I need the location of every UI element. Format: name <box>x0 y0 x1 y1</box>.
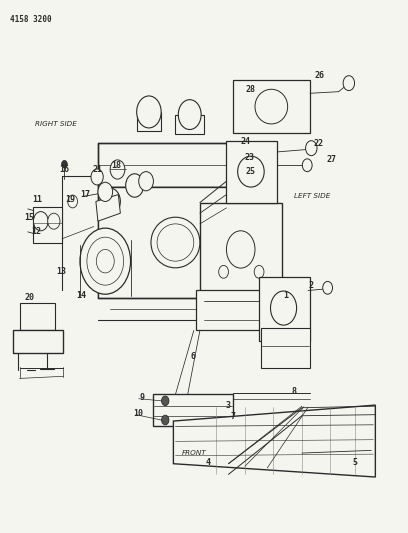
Polygon shape <box>226 141 277 203</box>
Polygon shape <box>261 328 310 368</box>
Text: 19: 19 <box>65 196 75 204</box>
Text: 11: 11 <box>33 196 42 204</box>
Text: 24: 24 <box>241 137 251 146</box>
Circle shape <box>62 160 67 168</box>
Circle shape <box>68 195 78 208</box>
Text: 4158 3200: 4158 3200 <box>10 15 52 24</box>
Text: 12: 12 <box>31 228 41 236</box>
Circle shape <box>96 249 114 273</box>
Polygon shape <box>13 330 63 353</box>
Polygon shape <box>200 203 282 298</box>
Circle shape <box>226 231 255 268</box>
Circle shape <box>87 237 124 285</box>
Text: 1: 1 <box>283 292 288 300</box>
Text: 21: 21 <box>92 165 102 174</box>
Text: 26: 26 <box>314 71 324 80</box>
Text: 18: 18 <box>111 161 121 169</box>
Text: LEFT SIDE: LEFT SIDE <box>294 193 330 199</box>
Polygon shape <box>153 394 233 426</box>
Text: 9: 9 <box>139 393 144 401</box>
Circle shape <box>91 169 103 185</box>
Circle shape <box>254 265 264 278</box>
Polygon shape <box>98 187 253 298</box>
Circle shape <box>110 160 125 179</box>
Circle shape <box>98 182 113 201</box>
Circle shape <box>306 141 317 156</box>
Polygon shape <box>233 80 310 133</box>
Polygon shape <box>137 112 161 131</box>
Polygon shape <box>259 277 310 341</box>
Circle shape <box>100 188 120 215</box>
Text: FRONT: FRONT <box>182 450 206 456</box>
Polygon shape <box>175 115 204 134</box>
Text: 4: 4 <box>206 458 211 466</box>
Polygon shape <box>98 143 253 187</box>
Circle shape <box>80 228 131 294</box>
Text: 16: 16 <box>60 165 69 174</box>
Circle shape <box>48 213 60 229</box>
Circle shape <box>126 174 144 197</box>
Text: 25: 25 <box>246 167 256 176</box>
Text: 3: 3 <box>226 401 231 409</box>
Text: 23: 23 <box>245 153 255 161</box>
Text: 28: 28 <box>246 85 256 94</box>
Text: RIGHT SIDE: RIGHT SIDE <box>35 120 77 127</box>
Text: 20: 20 <box>24 293 34 302</box>
Circle shape <box>219 265 228 278</box>
Text: 17: 17 <box>81 190 91 199</box>
Circle shape <box>162 396 169 406</box>
Text: 2: 2 <box>308 281 313 289</box>
Circle shape <box>302 159 312 172</box>
Circle shape <box>178 100 201 130</box>
Circle shape <box>343 76 355 91</box>
Circle shape <box>139 172 153 191</box>
Polygon shape <box>33 207 62 243</box>
Polygon shape <box>96 195 120 221</box>
Polygon shape <box>20 303 55 330</box>
Text: 15: 15 <box>24 213 34 222</box>
Text: 7: 7 <box>231 413 236 421</box>
Text: 22: 22 <box>313 140 323 148</box>
Circle shape <box>33 212 48 231</box>
Circle shape <box>271 291 297 325</box>
Polygon shape <box>196 290 286 330</box>
Text: 13: 13 <box>56 268 66 276</box>
Text: 5: 5 <box>353 458 357 466</box>
Text: 27: 27 <box>326 156 336 164</box>
Text: 14: 14 <box>77 292 86 300</box>
Circle shape <box>137 96 161 128</box>
Polygon shape <box>173 405 375 477</box>
Text: 6: 6 <box>190 352 195 360</box>
Text: 10: 10 <box>134 409 144 417</box>
Text: 8: 8 <box>291 387 296 396</box>
Circle shape <box>162 415 169 425</box>
Circle shape <box>323 281 333 294</box>
